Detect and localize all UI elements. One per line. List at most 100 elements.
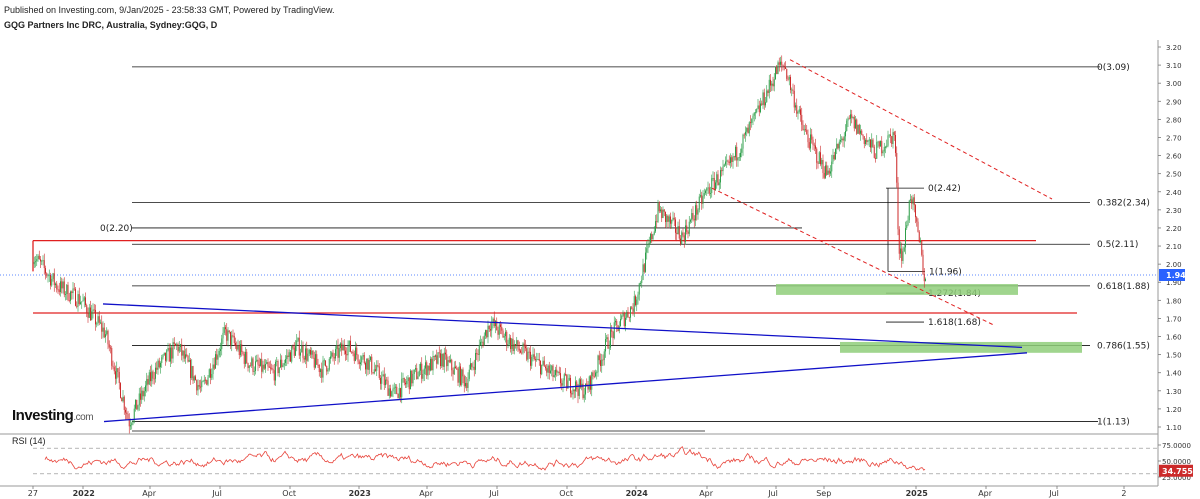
candle-body bbox=[558, 371, 560, 374]
candle-body bbox=[377, 365, 379, 367]
candle-body bbox=[525, 346, 526, 349]
candle-body bbox=[880, 141, 881, 147]
candle-body bbox=[42, 260, 44, 262]
candle-body bbox=[867, 140, 869, 142]
candle-body bbox=[45, 268, 46, 274]
candle-body bbox=[811, 134, 813, 140]
candle-body bbox=[730, 157, 731, 164]
last-price-badge bbox=[1159, 269, 1185, 281]
candle-body bbox=[452, 370, 454, 375]
candle-body bbox=[892, 132, 894, 144]
candle-body bbox=[402, 378, 404, 379]
candle-body bbox=[266, 362, 268, 365]
price-tick-label: 1.10 bbox=[1166, 424, 1182, 432]
candle-body bbox=[731, 157, 733, 162]
candle-body bbox=[167, 347, 169, 351]
candle-body bbox=[781, 61, 783, 65]
candle-body bbox=[417, 376, 419, 379]
candle-body bbox=[86, 305, 88, 314]
candle-body bbox=[456, 368, 458, 370]
candle-body bbox=[40, 259, 41, 262]
candle-body bbox=[445, 352, 446, 355]
candle-body bbox=[621, 315, 623, 319]
candle-body bbox=[522, 343, 524, 353]
candle-body bbox=[116, 368, 118, 379]
candle-body bbox=[420, 363, 421, 371]
candle-body bbox=[550, 370, 551, 373]
candle-body bbox=[808, 142, 810, 149]
candle-body bbox=[708, 187, 710, 194]
candle-body bbox=[463, 376, 465, 387]
candle-body bbox=[46, 273, 48, 276]
candle-body bbox=[72, 288, 74, 294]
candle-body bbox=[587, 386, 589, 390]
candle-body bbox=[152, 371, 154, 379]
last-price-label: 1.94 bbox=[1166, 271, 1186, 280]
candle-body bbox=[421, 363, 423, 379]
candle-body bbox=[693, 218, 695, 221]
fib-level-label: 0.5(2.11) bbox=[1097, 240, 1138, 250]
price-tick-label: 1.70 bbox=[1166, 315, 1182, 323]
candle-body bbox=[911, 199, 913, 204]
candle-body bbox=[235, 343, 236, 346]
candle-body bbox=[351, 351, 353, 353]
candle-body bbox=[801, 114, 803, 125]
candle-body bbox=[118, 371, 120, 384]
candle-body bbox=[870, 139, 871, 148]
candle-body bbox=[220, 349, 221, 352]
candle-body bbox=[71, 291, 73, 294]
candle-body bbox=[552, 365, 554, 377]
candle-body bbox=[576, 381, 578, 390]
candle-body bbox=[908, 200, 910, 221]
candle-body bbox=[362, 354, 364, 357]
candle-body bbox=[405, 382, 406, 385]
candle-body bbox=[350, 340, 351, 352]
candle-body bbox=[201, 381, 203, 388]
candle-body bbox=[685, 225, 686, 242]
candle-body bbox=[791, 89, 793, 91]
candle-body bbox=[292, 345, 294, 348]
candle-body bbox=[476, 352, 478, 355]
candle-body bbox=[815, 145, 816, 149]
candle-body bbox=[858, 124, 860, 134]
candle-body bbox=[311, 350, 313, 355]
candle-body bbox=[337, 345, 339, 358]
investing-logo[interactable]: Investing.com bbox=[12, 407, 94, 424]
candle-body bbox=[162, 354, 164, 358]
candle-body bbox=[153, 378, 155, 380]
candle-body bbox=[301, 345, 303, 353]
candle-body bbox=[205, 379, 206, 381]
candle-body bbox=[130, 425, 131, 427]
candle-body bbox=[921, 240, 923, 255]
price-tick-label: 2.30 bbox=[1166, 207, 1182, 215]
candle-body bbox=[510, 337, 511, 349]
candle-body bbox=[782, 64, 784, 66]
candle-body bbox=[438, 352, 440, 354]
candle-body bbox=[543, 360, 545, 367]
candle-body bbox=[387, 380, 389, 396]
candle-body bbox=[923, 273, 925, 282]
candle-body bbox=[896, 152, 898, 183]
candle-body bbox=[412, 373, 414, 384]
candle-body bbox=[817, 162, 819, 164]
candle-body bbox=[422, 374, 424, 379]
candle-body bbox=[237, 345, 239, 350]
candle-body bbox=[683, 235, 685, 242]
candle-body bbox=[415, 368, 416, 370]
candle-body bbox=[223, 327, 225, 333]
candle-body bbox=[822, 160, 824, 173]
candle-body bbox=[497, 330, 499, 335]
candle-body bbox=[233, 336, 235, 344]
candle-body bbox=[903, 247, 905, 252]
time-tick-label: Jul bbox=[1048, 489, 1059, 498]
candle-body bbox=[325, 360, 326, 366]
candle-body bbox=[780, 61, 781, 65]
candle-body bbox=[151, 371, 153, 382]
candle-body bbox=[553, 375, 555, 377]
candle-body bbox=[922, 254, 924, 274]
candle-body bbox=[106, 330, 108, 335]
candle-body bbox=[150, 372, 151, 382]
candle-body bbox=[297, 337, 299, 341]
candle-body bbox=[465, 382, 466, 387]
